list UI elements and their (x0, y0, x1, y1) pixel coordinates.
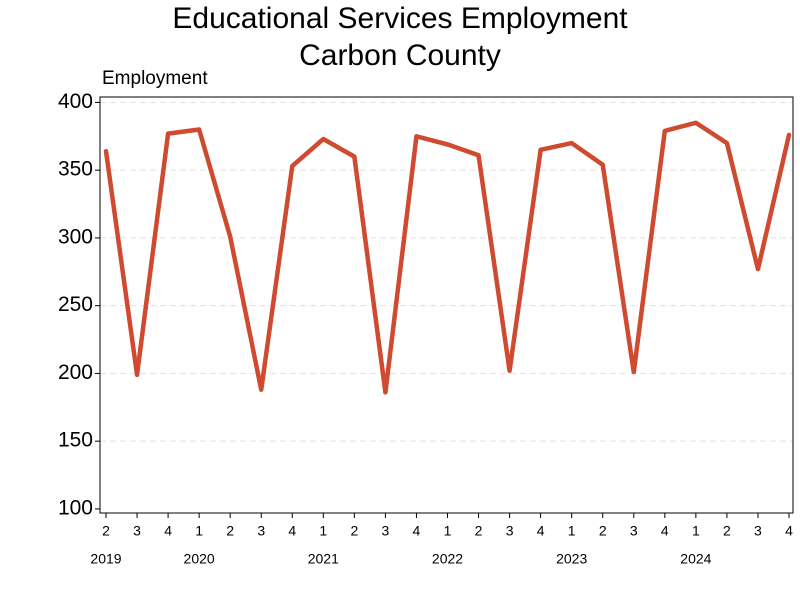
x-tick-label: 1 (568, 523, 576, 539)
x-tick-label: 3 (630, 523, 638, 539)
y-axis-label: Employment (102, 68, 208, 89)
x-tick-label: 4 (164, 523, 172, 539)
plot-frame (99, 96, 794, 514)
data-line (103, 120, 792, 395)
x-tick-label: 4 (661, 523, 669, 539)
x-tick-label: 2 (102, 523, 110, 539)
chart-title: Educational Services Employment (172, 2, 628, 35)
y-tick-label: 150 (58, 429, 93, 452)
x-tick-label: 3 (506, 523, 514, 539)
year-label: 2019 (90, 551, 121, 567)
x-tick-label: 4 (288, 523, 296, 539)
x-tick-label: 2 (599, 523, 607, 539)
year-label: 2022 (432, 551, 463, 567)
year-label: 2023 (556, 551, 587, 567)
x-tick-label: 2 (475, 523, 483, 539)
x-tick-label: 3 (257, 523, 265, 539)
x-tick-label: 2 (350, 523, 358, 539)
x-tick-label: 3 (133, 523, 141, 539)
y-tick-label: 200 (58, 361, 93, 384)
y-tick-label: 400 (58, 90, 93, 113)
year-label: 2021 (308, 551, 339, 567)
x-tick-label: 1 (319, 523, 327, 539)
x-tick-label: 1 (444, 523, 452, 539)
x-tick-label: 4 (413, 523, 421, 539)
x-tick-label: 4 (537, 523, 545, 539)
year-label: 2020 (184, 551, 215, 567)
y-tick-label: 300 (58, 225, 93, 248)
year-label: 2024 (680, 551, 711, 567)
x-tick-label: 3 (754, 523, 762, 539)
x-tick-label: 2 (723, 523, 731, 539)
x-tick-label: 2 (226, 523, 234, 539)
x-tick-label: 1 (195, 523, 203, 539)
x-tick-label: 3 (382, 523, 390, 539)
chart-subtitle: Carbon County (299, 39, 501, 72)
y-tick-label: 350 (58, 158, 93, 181)
y-tick-label: 250 (58, 293, 93, 316)
y-tick-label: 100 (58, 496, 93, 519)
x-tick-label: 4 (785, 523, 793, 539)
x-tick-label: 1 (692, 523, 700, 539)
